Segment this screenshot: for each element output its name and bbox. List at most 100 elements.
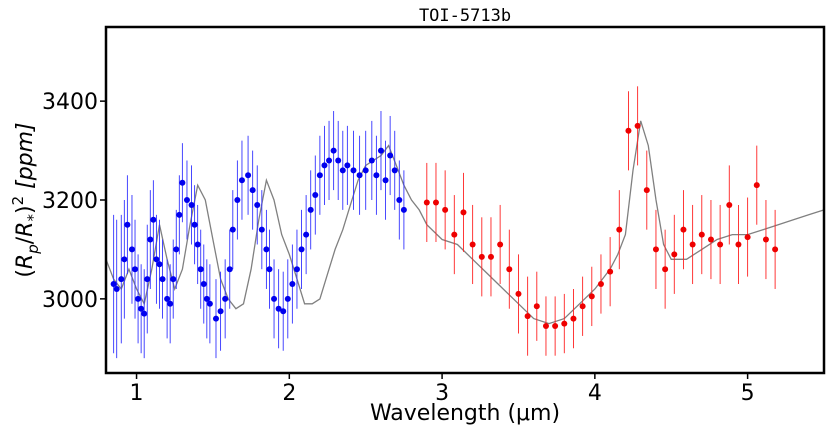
- data-point: [258, 226, 265, 233]
- data-point: [167, 300, 174, 307]
- data-point: [373, 172, 380, 179]
- data-point: [141, 310, 148, 317]
- data-point: [460, 209, 467, 216]
- data-point: [350, 167, 357, 174]
- data-point: [138, 305, 145, 312]
- data-point: [271, 295, 278, 302]
- data-point: [249, 187, 256, 194]
- data-point: [263, 246, 270, 253]
- data-point: [132, 266, 139, 273]
- data-point: [533, 303, 540, 310]
- data-point: [113, 285, 120, 292]
- model-spectrum-line: [105, 120, 825, 325]
- data-point: [284, 295, 291, 302]
- data-point: [254, 201, 261, 208]
- data-point: [377, 147, 384, 154]
- x-tick-label: 1: [130, 381, 144, 406]
- x-tick-label: 5: [741, 381, 755, 406]
- data-point: [726, 201, 733, 208]
- x-tick-label: 3: [435, 381, 449, 406]
- data-point: [387, 152, 394, 159]
- data-point: [124, 221, 131, 228]
- chart-title: TOI-5713b: [419, 6, 511, 26]
- data-point: [344, 162, 351, 169]
- data-point: [164, 295, 171, 302]
- data-point: [194, 241, 201, 248]
- data-point: [469, 241, 476, 248]
- plot-frame: [104, 25, 826, 375]
- data-point: [616, 226, 623, 233]
- data-point: [191, 221, 198, 228]
- data-point: [266, 266, 273, 273]
- data-point: [150, 216, 157, 223]
- data-point: [128, 246, 135, 253]
- data-point: [698, 231, 705, 238]
- data-point: [156, 261, 163, 268]
- data-point: [307, 206, 314, 213]
- data-point: [707, 236, 714, 243]
- data-point: [289, 281, 296, 288]
- data-point: [217, 308, 224, 315]
- data-point: [234, 197, 241, 203]
- x-tick-label: 2: [282, 381, 296, 406]
- data-point: [561, 320, 568, 327]
- data-point: [382, 177, 389, 184]
- data-point: [222, 295, 229, 302]
- data-point: [400, 206, 407, 213]
- data-point: [135, 295, 142, 302]
- data-point: [717, 241, 724, 248]
- data-point: [153, 256, 160, 263]
- y-tick-label: 3000: [42, 288, 98, 313]
- data-point: [121, 256, 128, 263]
- data-point: [542, 323, 549, 330]
- data-point: [312, 192, 319, 199]
- data-point: [744, 234, 751, 241]
- data-point: [362, 167, 369, 174]
- data-point: [478, 253, 485, 260]
- data-point: [226, 266, 233, 273]
- data-point: [652, 246, 659, 253]
- y-axis-label: (Rp/R*)2 [ppm]: [9, 122, 42, 277]
- data-point: [396, 197, 403, 203]
- data-point: [634, 122, 641, 129]
- data-point: [326, 157, 333, 164]
- data-point: [293, 266, 300, 273]
- data-point: [298, 246, 305, 253]
- data-point: [238, 177, 245, 184]
- data-point: [423, 199, 430, 206]
- data-point: [735, 241, 742, 248]
- data-point: [597, 281, 604, 288]
- data-point: [689, 241, 696, 248]
- data-point: [203, 295, 210, 302]
- data-point: [671, 251, 678, 258]
- data-point: [552, 323, 559, 330]
- data-point: [144, 276, 151, 283]
- data-point: [183, 197, 190, 203]
- data-point: [335, 157, 342, 164]
- data-point: [432, 199, 439, 206]
- data-point: [179, 179, 186, 186]
- axes: 1 2 3 4 5 3000 3200 3400: [42, 90, 755, 406]
- y-tick-label: 3200: [42, 189, 98, 214]
- data-point: [625, 127, 632, 134]
- data-point: [173, 246, 180, 253]
- data-point: [159, 276, 166, 283]
- data-point: [206, 300, 213, 307]
- x-tick-label: 4: [588, 381, 602, 406]
- data-point: [497, 241, 504, 248]
- data-point: [442, 206, 449, 213]
- data-point: [275, 305, 282, 312]
- x-axis-label: Wavelength (μm): [370, 401, 560, 426]
- data-point: [570, 315, 577, 322]
- data-point: [200, 281, 207, 288]
- data-point: [772, 246, 779, 253]
- data-point: [321, 162, 328, 169]
- data-point: [303, 231, 310, 238]
- data-point: [391, 167, 398, 174]
- data-point: [316, 172, 323, 179]
- data-point: [356, 172, 363, 179]
- data-point: [339, 167, 346, 174]
- data-point: [330, 147, 337, 154]
- red-series: [423, 86, 779, 356]
